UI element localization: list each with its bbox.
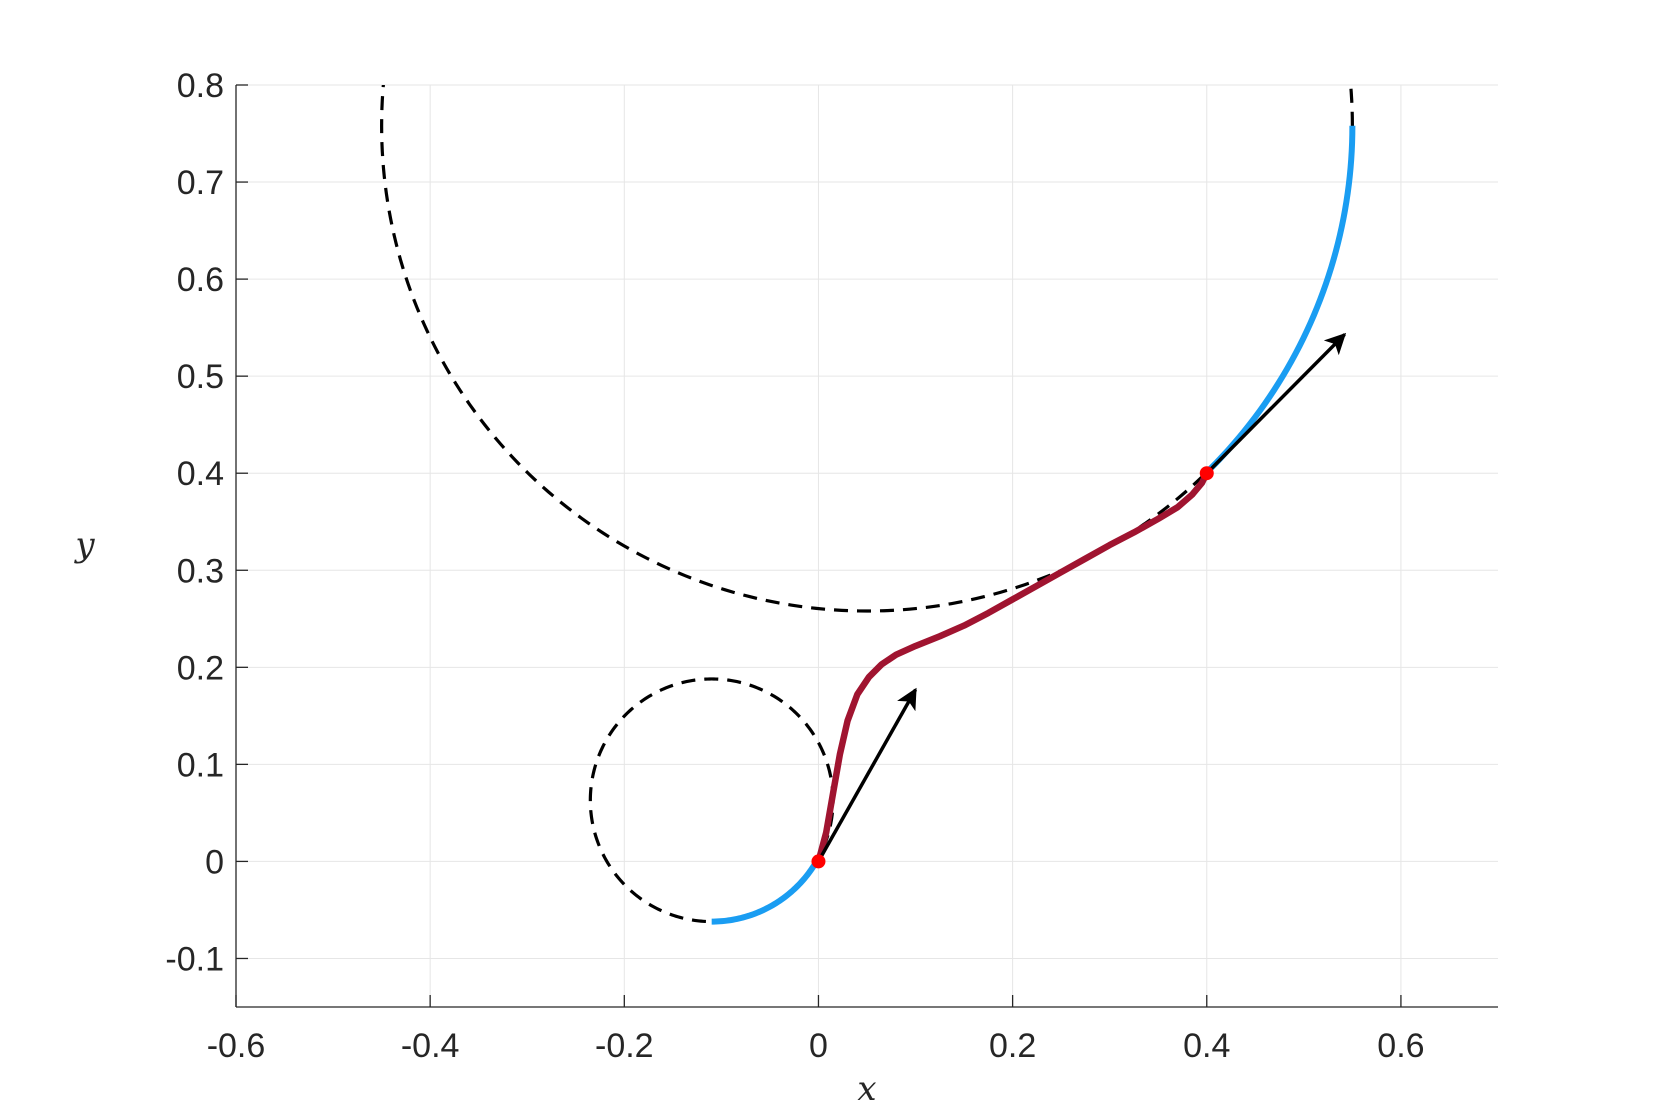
y-tick-label: 0.6 (177, 261, 224, 299)
start-arrow (816, 687, 918, 863)
start-point (811, 854, 826, 869)
y-tick-label: 0.1 (177, 746, 224, 784)
plot-area (380, 85, 1356, 925)
y-tick-label: 0.3 (177, 552, 224, 590)
x-tick-label: 0.2 (989, 1027, 1036, 1065)
tick-labels: -0.6 -0.4 -0.2 0 0.2 0.4 0.6 -0.1 0 0.1 0.2 0.3 0.4 0… (165, 67, 1424, 1065)
y-tick-label: 0.2 (177, 649, 224, 687)
y-tick-label: 0.4 (177, 455, 224, 493)
axes (235, 84, 1498, 1008)
grid-lines (235, 84, 1498, 1007)
end-arrow (1205, 332, 1347, 475)
x-tick-label: -0.6 (207, 1027, 266, 1065)
y-tick-label: 0 (205, 843, 224, 881)
x-tick-label: 0.4 (1183, 1027, 1230, 1065)
end-arc (1208, 125, 1356, 471)
y-tick-label: 0.5 (177, 358, 224, 396)
connecting-path (815, 469, 1211, 865)
start-arc (711, 859, 820, 925)
x-tick-label: -0.4 (401, 1027, 460, 1065)
y-tick-label: 0.7 (177, 164, 224, 202)
x-tick-label: 0.6 (1377, 1027, 1424, 1065)
x-axis-label: x (857, 1069, 876, 1109)
end-point (1199, 466, 1214, 481)
x-tick-label: 0 (809, 1027, 828, 1065)
y-tick-label: 0.8 (177, 67, 224, 105)
y-tick-label: -0.1 (165, 940, 224, 978)
x-tick-label: -0.2 (595, 1027, 654, 1065)
y-axis-label: y (73, 525, 95, 565)
small-circle (588, 677, 835, 924)
